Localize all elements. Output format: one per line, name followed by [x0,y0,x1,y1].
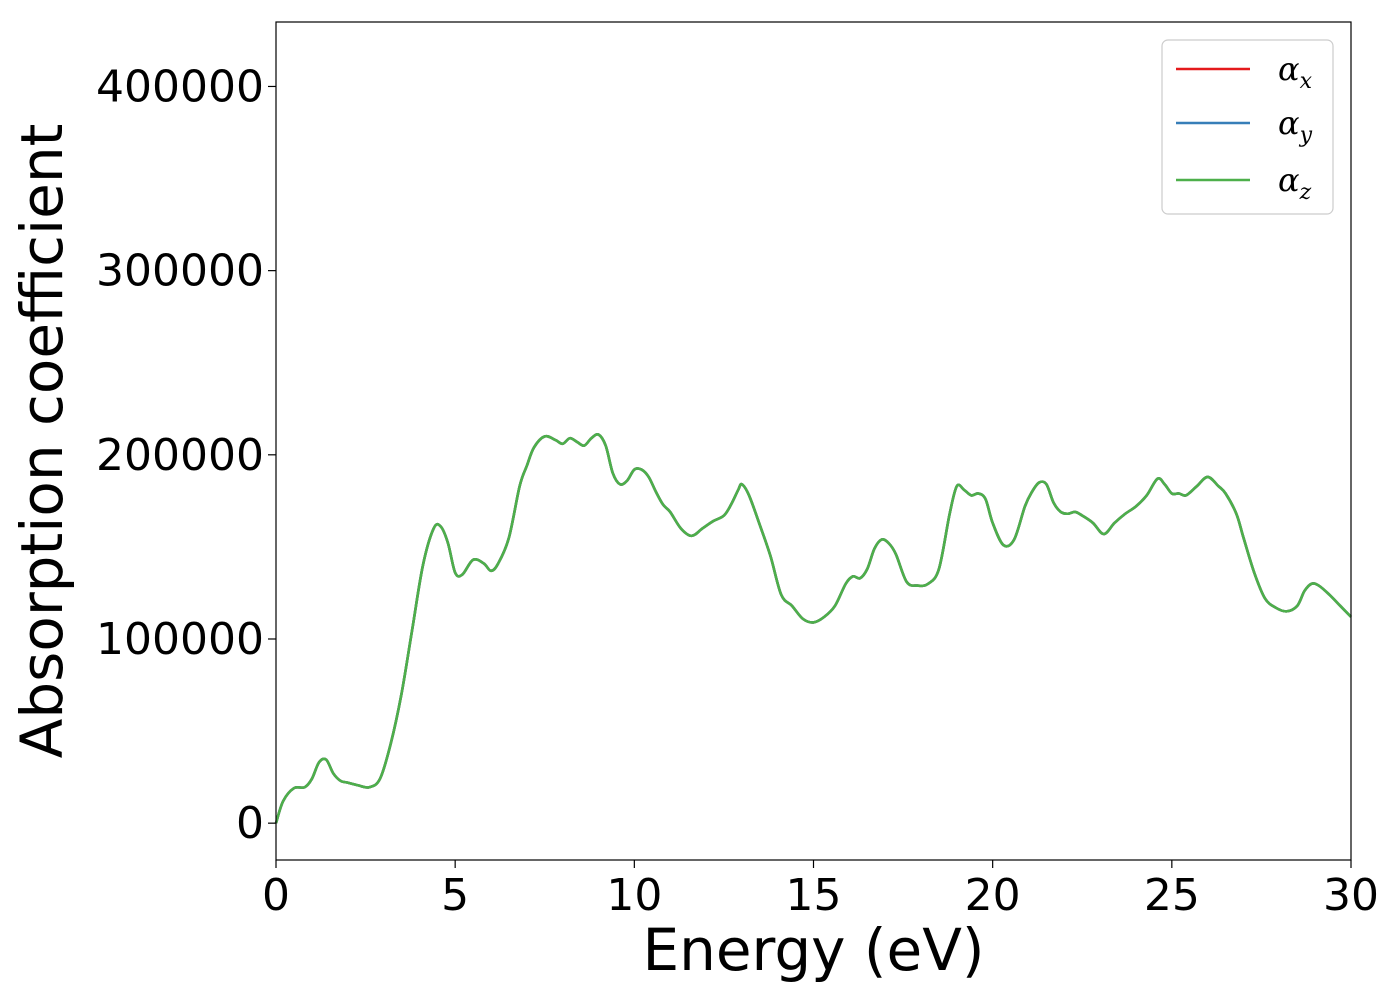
legend: αx αy αz [1161,39,1334,215]
y-tick-label: 200000 [96,430,264,481]
x-tick-label: 0 [262,870,290,921]
y-tick-label: 100000 [96,614,264,665]
y-axis-ticks: 0 100000 200000 300000 400000 [96,61,276,849]
x-axis-label: Energy (eV) [642,916,984,984]
y-tick-label: 0 [236,798,264,849]
y-tick-label: 300000 [96,246,264,297]
x-tick-label: 10 [606,870,662,921]
legend-items: αx αy αz [1176,50,1313,205]
legend-label-y: αy [1278,104,1313,148]
x-tick-label: 25 [1144,870,1200,921]
x-axis-ticks: 0 5 10 15 20 25 30 [262,860,1379,921]
x-tick-label: 15 [786,870,842,921]
legend-label-x: αx [1278,50,1313,94]
x-tick-label: 20 [965,870,1021,921]
y-tick-label: 400000 [96,61,264,112]
x-tick-label: 5 [441,870,469,921]
legend-label-z: αz [1278,161,1312,205]
legend-box [1161,39,1334,215]
x-tick-label: 30 [1323,870,1379,921]
series-layer [274,432,1352,824]
y-axis-label: Absorption coefficient [8,124,76,759]
series-line-z [274,432,1352,824]
